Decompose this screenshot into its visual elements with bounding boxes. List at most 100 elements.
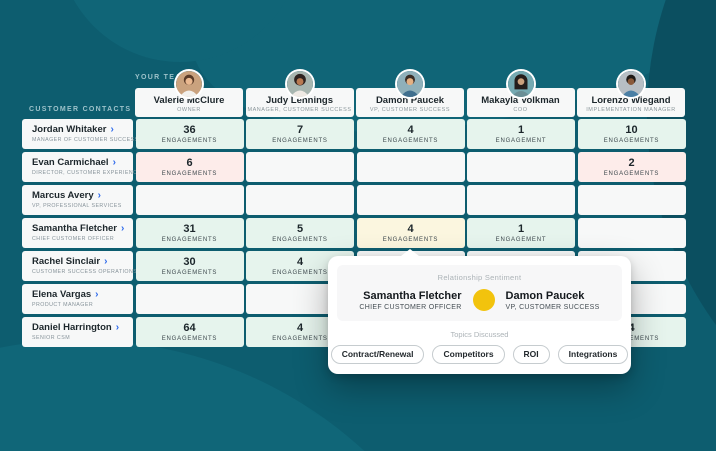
engagement-count: 31: [183, 222, 196, 235]
team-member-header-valerie[interactable]: Valerie McClure OWNER: [135, 71, 243, 117]
engagement-count: 36: [183, 123, 196, 136]
engagement-cell[interactable]: 31 ENGAGEMENTS: [135, 218, 244, 248]
avatar: [507, 71, 534, 97]
engagement-cell[interactable]: [467, 185, 575, 215]
contact-name: Samantha Fletcher: [32, 223, 117, 234]
contact-name: Daniel Harrington: [32, 322, 112, 333]
engagement-cell[interactable]: 6 ENGAGEMENTS: [135, 152, 244, 182]
engagement-label: ENGAGEMENTS: [161, 269, 218, 276]
team-member-header-makayla[interactable]: Makayla Volkman COO: [466, 71, 575, 117]
team-member-header-lorenzo[interactable]: Lorenzo Wiegand IMPLEMENTATION MANAGER: [577, 71, 685, 117]
avatar: [286, 71, 313, 97]
engagement-cell[interactable]: [356, 185, 465, 215]
engagement-label: ENGAGEMENTS: [382, 137, 439, 144]
engagement-cell[interactable]: [246, 152, 354, 182]
engagement-count: 1: [517, 123, 525, 136]
topic-pill-contract-renewal[interactable]: Contract/Renewal: [330, 345, 425, 364]
engagement-cell[interactable]: 1 ENGAGEMENT: [467, 218, 575, 248]
engagement-cell[interactable]: [577, 185, 686, 215]
engagement-cell[interactable]: 1 ENGAGEMENT: [467, 119, 575, 149]
engagement-cell[interactable]: 7 ENGAGEMENTS: [246, 119, 354, 149]
contact-title: PRODUCT MANAGER: [32, 302, 94, 308]
customer-contacts-label: CUSTOMER CONTACTS: [29, 106, 132, 113]
topic-pill-competitors[interactable]: Competitors: [432, 345, 505, 364]
chevron-right-icon: ›: [97, 190, 101, 201]
engagement-cell[interactable]: [135, 284, 244, 314]
team-member-title: OWNER: [177, 107, 201, 114]
engagement-count: 4: [407, 222, 414, 235]
engagement-label: ENGAGEMENTS: [161, 236, 218, 243]
team-member-header-judy[interactable]: Judy Lennings MANAGER, CUSTOMER SUCCESS: [245, 71, 354, 117]
topic-pill-integrations[interactable]: Integrations: [557, 345, 629, 364]
engagement-cell[interactable]: [135, 185, 244, 215]
engagement-count: 7: [296, 123, 304, 136]
engagement-cell[interactable]: 2 ENGAGEMENTS: [577, 152, 686, 182]
team-member-title: MANAGER, CUSTOMER SUCCESS: [247, 107, 352, 114]
engagement-label: ENGAGEMENT: [495, 236, 547, 243]
engagement-count: 10: [625, 123, 638, 136]
team-member-name: Makayla Volkman: [481, 95, 560, 106]
team-member-title: IMPLEMENTATION MANAGER: [586, 107, 676, 114]
team-header-row: Valerie McClure OWNER Judy Lennings MANA…: [135, 71, 685, 117]
engagement-cell[interactable]: [356, 152, 465, 182]
engagement-cell-selected[interactable]: 4 ENGAGEMENTS: [356, 218, 465, 248]
engagement-cell[interactable]: [467, 152, 575, 182]
engagement-count: 2: [628, 156, 635, 169]
engagement-label: ENGAGEMENTS: [272, 137, 328, 144]
engagement-cell[interactable]: 10 ENGAGEMENTS: [577, 119, 686, 149]
contact-row-evan-carmichael[interactable]: Evan Carmichael › DIRECTOR, CUSTOMER EXPE…: [22, 152, 141, 182]
engagement-cell[interactable]: 4 ENGAGEMENTS: [356, 119, 465, 149]
engagement-count: 4: [407, 123, 414, 136]
contact-row-jordan-whitaker[interactable]: Jordan Whitaker › MANAGER OF CUSTOMER SUC…: [22, 119, 139, 149]
contact-row-samantha-fletcher[interactable]: Samantha Fletcher › CHIEF CUSTOMER OFFICE…: [22, 218, 133, 248]
relationship-sentiment-popup: Relationship Sentiment Samantha Fletcher…: [328, 249, 631, 374]
person-name: Damon Paucek: [505, 289, 585, 302]
engagement-label: ENGAGEMENTS: [382, 236, 439, 243]
team-member-header-damon[interactable]: Damon Paucek VP, CUSTOMER SUCCESS: [356, 71, 464, 117]
engagement-cell[interactable]: 64 ENGAGEMENTS: [135, 317, 244, 347]
engagement-label: ENGAGEMENTS: [161, 170, 218, 177]
engagement-label: ENGAGEMENTS: [272, 335, 328, 342]
chevron-right-icon: ›: [115, 322, 120, 333]
contact-name: Elena Vargas: [32, 289, 92, 300]
contact-title: CHIEF CUSTOMER OFFICER: [32, 236, 115, 242]
contact-title: CUSTOMER SUCCESS OPERATIONS: [32, 269, 138, 275]
popup-person-left: Samantha Fletcher CHIEF CUSTOMER OFFICER: [359, 290, 461, 311]
person-title: VP, CUSTOMER SUCCESS: [505, 303, 600, 311]
engagement-count: 4: [296, 321, 304, 334]
contact-name: Jordan Whitaker: [32, 124, 107, 135]
topics-discussed-label: Topics Discussed: [450, 330, 509, 339]
avatar: [618, 71, 644, 97]
contact-title: MANAGER OF CUSTOMER SUCCESS: [32, 137, 139, 143]
your-team-label: YOUR TEAM: [135, 74, 189, 81]
engagement-cell[interactable]: 30 ENGAGEMENTS: [135, 251, 244, 281]
engagement-cell[interactable]: [577, 218, 686, 248]
chevron-right-icon: ›: [110, 124, 114, 135]
contact-name: Rachel Sinclair: [32, 256, 101, 267]
contact-row-daniel-harrington[interactable]: Daniel Harrington › SENIOR CSM: [22, 317, 133, 347]
sentiment-panel: Relationship Sentiment Samantha Fletcher…: [337, 265, 622, 321]
engagement-cell[interactable]: 36 ENGAGEMENTS: [135, 119, 244, 149]
team-member-name: Judy Lennings: [265, 95, 334, 106]
topic-pill-roi[interactable]: ROI: [512, 345, 550, 364]
engagement-label: ENGAGEMENTS: [272, 269, 328, 276]
engagement-cell[interactable]: 5 ENGAGEMENTS: [246, 218, 354, 248]
engagement-count: 1: [517, 222, 525, 235]
team-member-title: VP, CUSTOMER SUCCESS: [369, 107, 451, 114]
engagement-label: ENGAGEMENTS: [161, 137, 218, 144]
engagement-label: ENGAGEMENT: [495, 137, 547, 144]
engagement-count: 4: [296, 255, 304, 268]
engagement-label: ENGAGEMENTS: [603, 137, 660, 144]
engagement-label: ENGAGEMENTS: [603, 335, 660, 342]
engagement-cell[interactable]: [246, 185, 354, 215]
engagement-label: ENGAGEMENTS: [161, 335, 218, 342]
engagement-count: 30: [183, 255, 196, 268]
engagement-count: 4: [628, 321, 635, 334]
popup-person-right: Damon Paucek VP, CUSTOMER SUCCESS: [506, 290, 600, 311]
contact-row-marcus-avery[interactable]: Marcus Avery › VP, PROFESSIONAL SERVICES: [22, 185, 133, 215]
topic-pills: Contract/Renewal Competitors ROI Integra…: [330, 345, 629, 364]
contact-row-elena-vargas[interactable]: Elena Vargas › PRODUCT MANAGER: [22, 284, 133, 314]
contact-row-rachel-sinclair[interactable]: Rachel Sinclair › CUSTOMER SUCCESS OPERAT…: [22, 251, 138, 281]
contact-title: SENIOR CSM: [32, 335, 71, 341]
